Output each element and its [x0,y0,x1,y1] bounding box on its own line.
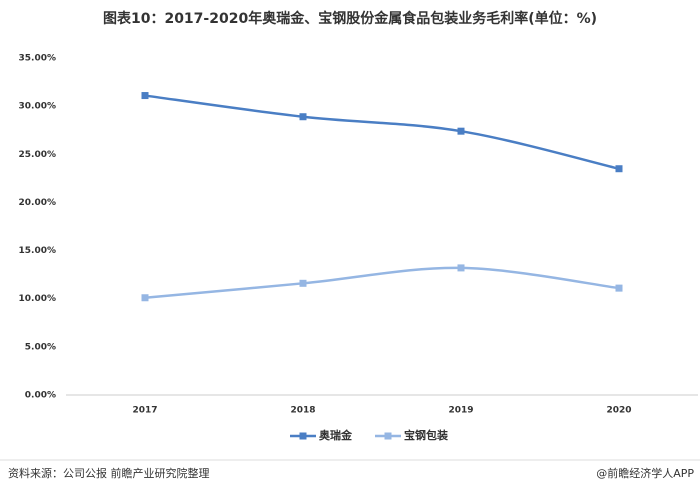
legend-marker [384,432,392,440]
chart-title: 图表10：2017-2020年奥瑞金、宝钢股份金属食品包装业务毛利率(单位：%) [103,10,597,27]
y-tick-label: 35.00% [19,54,57,64]
point [141,294,149,302]
credit: @前瞻经济学人APP [596,466,694,480]
point [457,127,465,135]
legend-label: 宝钢包装 [404,428,448,442]
x-tick-label: 2018 [290,406,315,416]
point [141,92,149,100]
point [615,284,623,292]
x-tick-label: 2020 [606,406,631,416]
x-tick-label: 2019 [448,406,473,416]
y-tick-label: 0.00% [25,391,56,401]
y-tick-label: 20.00% [19,198,57,208]
series-line [144,94,620,170]
point [299,279,307,287]
point [615,165,623,173]
legend-marker [299,432,307,440]
y-tick-label: 5.00% [25,342,56,352]
y-tick-label: 30.00% [19,102,57,112]
series-line [144,266,620,299]
source: 资料来源：公司公报 前瞻产业研究院整理 [8,466,210,480]
x-tick-label: 2017 [132,406,157,416]
y-tick-label: 10.00% [19,294,57,304]
legend-label: 奥瑞金 [318,428,353,442]
point [457,264,465,272]
y-tick-label: 15.00% [19,246,57,256]
point [299,113,307,121]
y-tick-label: 25.00% [19,150,57,160]
